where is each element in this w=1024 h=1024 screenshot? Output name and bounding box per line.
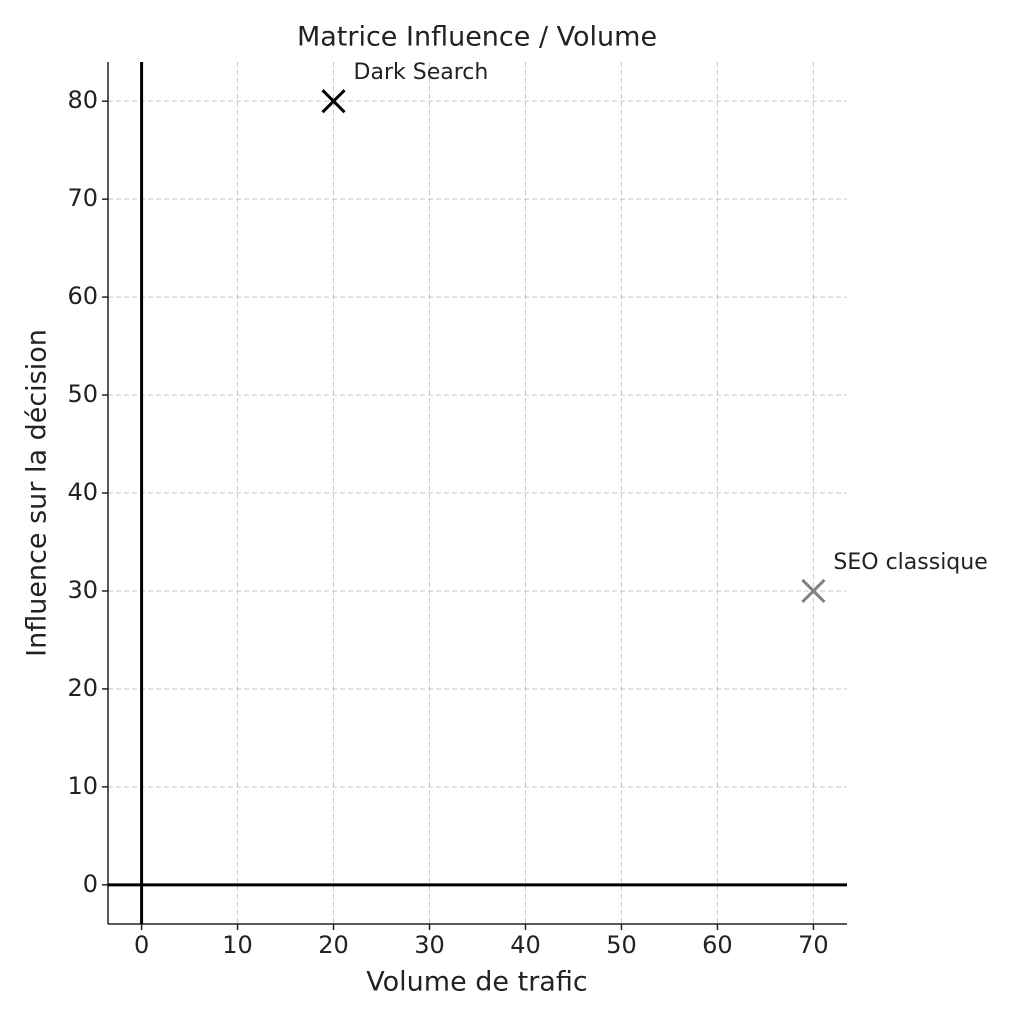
y-axis-label: Influence sur la décision	[22, 329, 53, 657]
y-tick-label: 80	[67, 86, 98, 114]
chart-title: Matrice Influence / Volume	[297, 22, 657, 53]
point-label: SEO classique	[833, 550, 987, 575]
x-tick-label: 30	[414, 931, 445, 959]
y-tick-label: 40	[67, 478, 98, 506]
x-tick-label: 70	[798, 931, 829, 959]
point-label: Dark Search	[354, 60, 489, 85]
x-tick-label: 20	[318, 931, 349, 959]
x-tick-label: 60	[702, 931, 733, 959]
x-tick-label: 40	[510, 931, 541, 959]
x-tick-label: 50	[606, 931, 637, 959]
marker	[801, 578, 826, 604]
y-tick-label: 30	[67, 576, 98, 604]
y-tick-label: 0	[83, 870, 98, 898]
marker	[321, 89, 346, 114]
y-tick-label: 10	[67, 772, 98, 800]
y-tick-label: 50	[67, 380, 98, 408]
x-tick-label: 10	[222, 931, 253, 959]
x-axis-label: Volume de trafic	[366, 967, 587, 998]
x-tick-label: 0	[134, 931, 149, 959]
y-tick-label: 20	[67, 674, 98, 702]
y-tick-label: 70	[67, 184, 98, 212]
y-tick-label: 60	[67, 282, 98, 310]
